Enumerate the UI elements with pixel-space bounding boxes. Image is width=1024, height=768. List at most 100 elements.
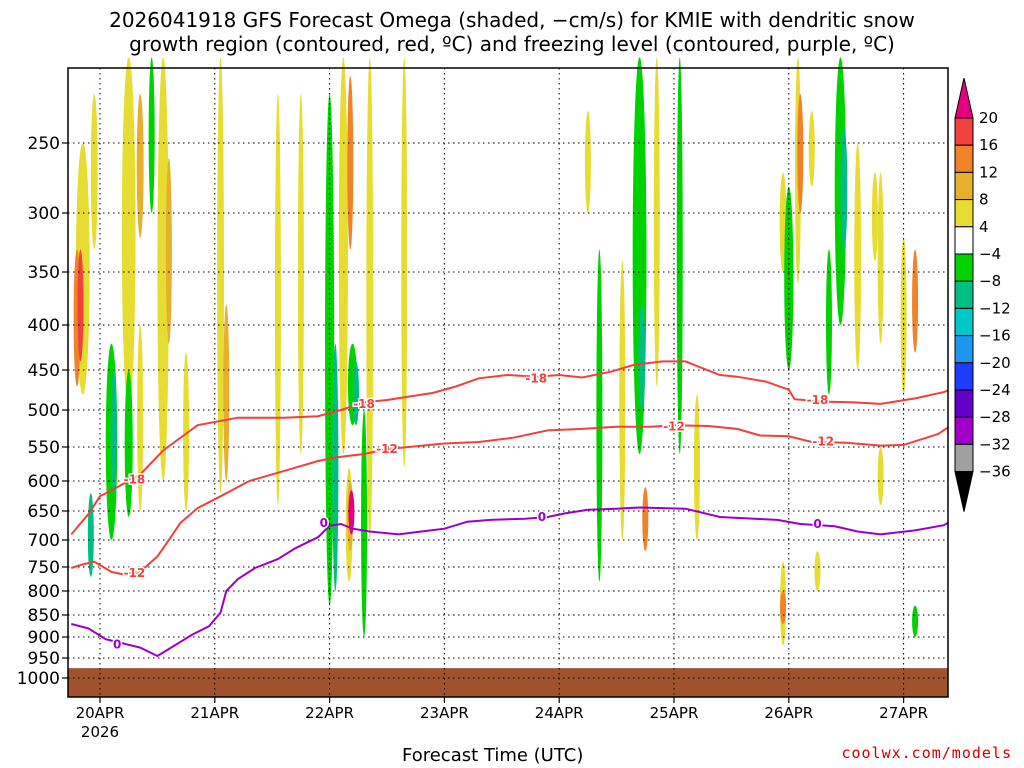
x-tick-label: 25APR (650, 704, 699, 722)
colorbar-label: −28 (979, 408, 1011, 426)
colorbar-swatch (954, 307, 974, 337)
colorbar-swatch (954, 171, 974, 201)
colorbar-label: −16 (979, 327, 1011, 345)
omega-cell (77, 249, 84, 362)
omega-cell (401, 57, 408, 468)
omega-cell (124, 370, 133, 517)
y-tick-label: 250 (28, 134, 60, 154)
colorbar-swatch (954, 253, 974, 282)
colorbar-label: −36 (979, 463, 1011, 481)
omega-cell (183, 352, 190, 511)
chart-title-line2: growth region (contoured, red, ºC) and f… (129, 32, 895, 56)
colorbar-swatch (954, 389, 974, 418)
y-tick-label: 500 (28, 401, 60, 421)
omega-cell (110, 370, 117, 494)
omega-cell (165, 158, 172, 344)
contour-label: 0 (113, 638, 121, 652)
omega-cell (584, 110, 591, 213)
omega-cell (596, 249, 603, 582)
omega-cell (797, 93, 804, 213)
credit-link[interactable]: coolwx.com/models (841, 744, 1012, 762)
y-tick-label: 850 (28, 606, 60, 626)
contour-label: -18 (124, 473, 146, 487)
omega-shading (73, 57, 919, 646)
colorbar-swatch (954, 362, 974, 391)
omega-cell (642, 487, 649, 552)
omega-cell (338, 57, 348, 455)
omega-cell (353, 361, 360, 426)
colorbar-label: −32 (979, 435, 1011, 453)
y-tick-label: 750 (28, 558, 60, 578)
y-tick-label: 600 (28, 472, 60, 492)
omega-cell (825, 249, 832, 395)
colorbar-label: 12 (979, 163, 998, 181)
omega-cell (297, 93, 304, 455)
omega-cell (366, 57, 374, 541)
omega-cell (871, 172, 878, 261)
colorbar-label: 4 (979, 218, 989, 236)
x-tick-label: 20APR (76, 704, 125, 722)
colorbar-label: −8 (979, 272, 1001, 290)
omega-cell (137, 325, 144, 511)
y-tick-label: 800 (28, 582, 60, 602)
contour-lines: -18 -18 -18 -18 -12 -12 -12 -12 0 0 0 0 (70, 360, 949, 658)
contour-label: -18 (807, 393, 829, 407)
x-tick-label: 21APR (190, 704, 239, 722)
x-tick-label: 27APR (879, 704, 928, 722)
y-tick-label: 1000 (17, 669, 60, 689)
y-tick-label: 450 (28, 361, 60, 381)
x-axis-title: Forecast Time (UTC) (402, 745, 584, 766)
colorbar-swatch (954, 199, 974, 228)
omega-cell (619, 260, 626, 540)
omega-cell (638, 304, 646, 410)
omega-cell (676, 57, 683, 455)
grid-lines (68, 68, 948, 697)
colorbar-swatch (954, 443, 974, 473)
omega-cell (90, 93, 98, 250)
contour-label: -12 (812, 434, 834, 448)
omega-cell (814, 551, 821, 591)
contour-label: -12 (376, 442, 398, 456)
y-tick-label: 650 (28, 502, 60, 522)
omega-cell (274, 93, 281, 506)
x-tick-label: 24APR (535, 704, 584, 722)
omega-cell (912, 605, 919, 637)
contour-purple-line (71, 506, 949, 658)
y-tick-label: 950 (28, 649, 60, 669)
colorbar-swatch (954, 117, 974, 146)
colorbar-label: 16 (979, 136, 998, 154)
omega-cell (136, 93, 144, 238)
x-tick-label: 26APR (764, 704, 813, 722)
omega-cell (653, 57, 660, 387)
omega-cell (347, 76, 354, 250)
colorbar-label: −12 (979, 299, 1011, 317)
x-tick-label: 23APR (420, 704, 469, 722)
terrain-fill (68, 668, 948, 697)
colorbar-label: −20 (979, 354, 1011, 372)
y-tick-label: 400 (28, 316, 60, 336)
omega-cell (840, 127, 848, 250)
contour-label: -18 (525, 371, 547, 385)
omega-cell (854, 143, 862, 370)
y-tick-label: 700 (28, 531, 60, 551)
omega-cell (332, 343, 339, 591)
colorbar-swatch (954, 280, 974, 309)
colorbar-label: −24 (979, 381, 1011, 399)
colorbar: 20 16 12 8 4 −4 −8 −12 −16 −20 −24 −28 −32 −36 (954, 77, 1011, 512)
contour-label: -12 (663, 420, 685, 434)
colorbar-label: 20 (979, 109, 998, 127)
omega-cell (877, 172, 884, 344)
y-tick-label: 300 (28, 204, 60, 224)
y-tick-label: 900 (28, 628, 60, 648)
omega-cell (121, 57, 136, 410)
contour-label: 0 (813, 517, 821, 531)
colorbar-swatch (954, 335, 974, 364)
x-tick-sublabel: 2026 (81, 723, 119, 741)
omega-cell (808, 110, 815, 187)
plot-frame (67, 67, 949, 698)
colorbar-bottom-arrow (954, 471, 974, 512)
omega-cell (834, 57, 847, 325)
contour-red-line (70, 360, 949, 536)
contour-label: 0 (538, 510, 546, 524)
